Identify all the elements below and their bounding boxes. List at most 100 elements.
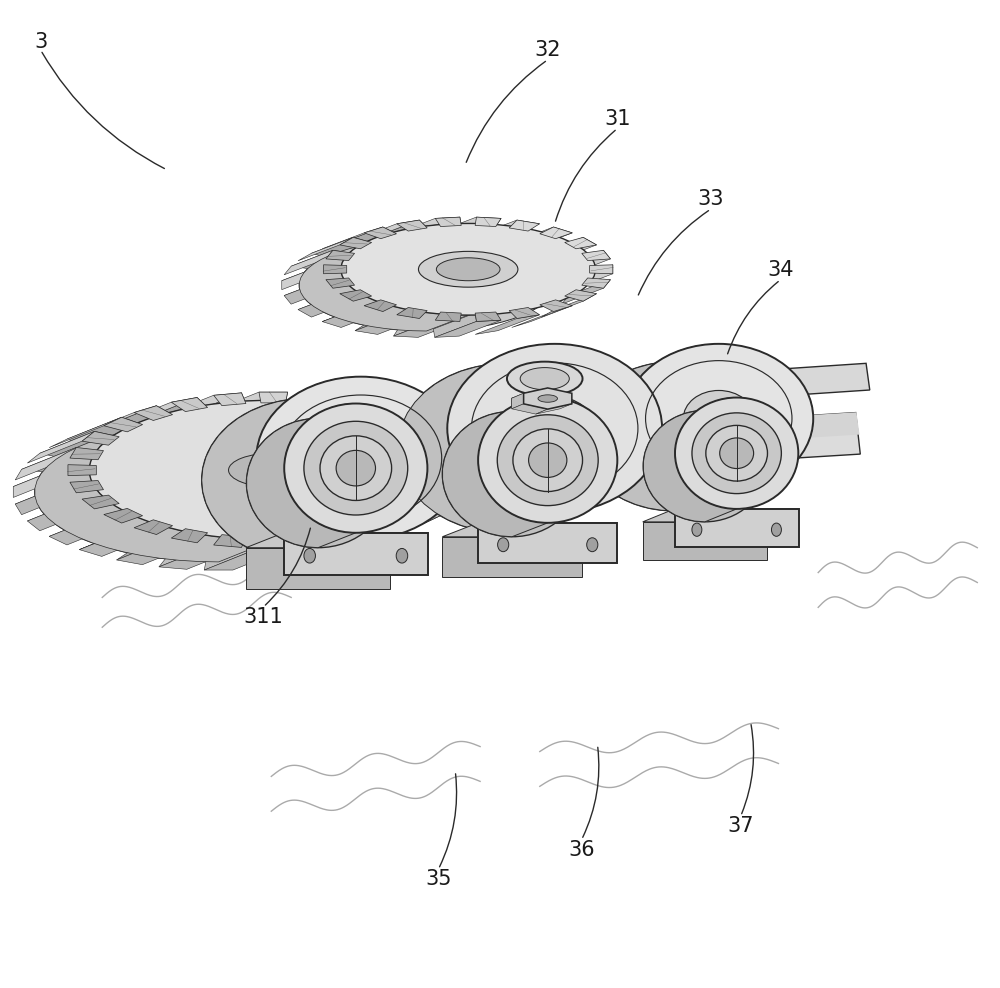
- Polygon shape: [171, 397, 208, 412]
- Polygon shape: [418, 217, 461, 241]
- Ellipse shape: [675, 397, 798, 509]
- Polygon shape: [582, 278, 610, 288]
- Polygon shape: [427, 495, 464, 509]
- Polygon shape: [142, 397, 208, 430]
- Polygon shape: [326, 278, 355, 288]
- Polygon shape: [397, 307, 427, 318]
- Polygon shape: [370, 515, 443, 545]
- Polygon shape: [250, 545, 333, 569]
- Polygon shape: [104, 509, 143, 523]
- Polygon shape: [291, 250, 355, 270]
- Polygon shape: [394, 312, 441, 336]
- Ellipse shape: [436, 258, 500, 281]
- Polygon shape: [67, 417, 143, 447]
- Polygon shape: [214, 393, 246, 406]
- Polygon shape: [355, 307, 408, 331]
- Text: 33: 33: [698, 190, 724, 209]
- Ellipse shape: [341, 443, 381, 473]
- Polygon shape: [454, 218, 501, 242]
- Polygon shape: [79, 520, 153, 549]
- Polygon shape: [282, 265, 324, 289]
- Text: 31: 31: [604, 109, 631, 128]
- Polygon shape: [512, 393, 560, 414]
- Polygon shape: [301, 393, 333, 406]
- Polygon shape: [134, 520, 173, 535]
- Polygon shape: [475, 315, 540, 334]
- Polygon shape: [340, 289, 372, 301]
- Polygon shape: [435, 312, 461, 321]
- Polygon shape: [540, 227, 572, 239]
- Polygon shape: [442, 523, 617, 536]
- Ellipse shape: [580, 362, 768, 511]
- Polygon shape: [541, 293, 597, 317]
- Polygon shape: [404, 509, 443, 523]
- Ellipse shape: [701, 404, 737, 433]
- Polygon shape: [82, 495, 119, 509]
- Ellipse shape: [529, 443, 567, 477]
- Polygon shape: [15, 448, 76, 480]
- Polygon shape: [289, 413, 860, 489]
- Ellipse shape: [507, 362, 583, 395]
- Polygon shape: [159, 393, 242, 417]
- Polygon shape: [450, 464, 479, 475]
- Polygon shape: [643, 397, 737, 522]
- Polygon shape: [475, 217, 501, 226]
- Ellipse shape: [341, 223, 595, 315]
- Polygon shape: [202, 376, 377, 561]
- Ellipse shape: [304, 421, 408, 515]
- Polygon shape: [562, 250, 610, 275]
- Polygon shape: [443, 448, 477, 459]
- Polygon shape: [582, 250, 610, 261]
- Polygon shape: [134, 406, 173, 421]
- Polygon shape: [295, 397, 375, 424]
- Polygon shape: [298, 293, 353, 317]
- Ellipse shape: [418, 251, 518, 288]
- Ellipse shape: [299, 239, 554, 331]
- Polygon shape: [70, 480, 103, 493]
- Ellipse shape: [478, 397, 617, 523]
- Polygon shape: [435, 217, 461, 226]
- Polygon shape: [13, 464, 96, 487]
- Polygon shape: [322, 305, 383, 327]
- Ellipse shape: [320, 436, 392, 501]
- Polygon shape: [397, 432, 464, 463]
- Ellipse shape: [538, 395, 557, 402]
- Ellipse shape: [35, 422, 403, 562]
- Polygon shape: [512, 404, 548, 414]
- Text: 311: 311: [243, 607, 283, 626]
- Text: 3: 3: [34, 32, 47, 52]
- Polygon shape: [405, 433, 465, 505]
- Ellipse shape: [229, 453, 318, 487]
- Ellipse shape: [587, 537, 598, 551]
- Polygon shape: [311, 237, 372, 259]
- Polygon shape: [15, 480, 98, 504]
- Polygon shape: [643, 522, 767, 559]
- Polygon shape: [512, 305, 572, 327]
- Polygon shape: [443, 480, 477, 493]
- Ellipse shape: [336, 451, 376, 486]
- Polygon shape: [159, 545, 242, 569]
- Ellipse shape: [534, 412, 575, 445]
- Polygon shape: [512, 227, 572, 249]
- Polygon shape: [82, 432, 119, 446]
- Polygon shape: [378, 220, 427, 244]
- Polygon shape: [427, 432, 464, 446]
- Polygon shape: [70, 448, 103, 459]
- Polygon shape: [284, 280, 333, 304]
- Polygon shape: [404, 417, 443, 432]
- Polygon shape: [246, 547, 390, 590]
- Polygon shape: [509, 220, 540, 231]
- Polygon shape: [171, 529, 208, 542]
- Ellipse shape: [209, 446, 338, 495]
- Polygon shape: [259, 392, 288, 403]
- Polygon shape: [102, 406, 173, 437]
- Polygon shape: [247, 403, 356, 547]
- Polygon shape: [40, 432, 119, 458]
- Polygon shape: [22, 448, 103, 472]
- Polygon shape: [324, 265, 347, 274]
- Polygon shape: [341, 227, 397, 250]
- Ellipse shape: [447, 344, 662, 513]
- Polygon shape: [117, 529, 185, 560]
- Polygon shape: [374, 520, 412, 535]
- Polygon shape: [562, 280, 610, 304]
